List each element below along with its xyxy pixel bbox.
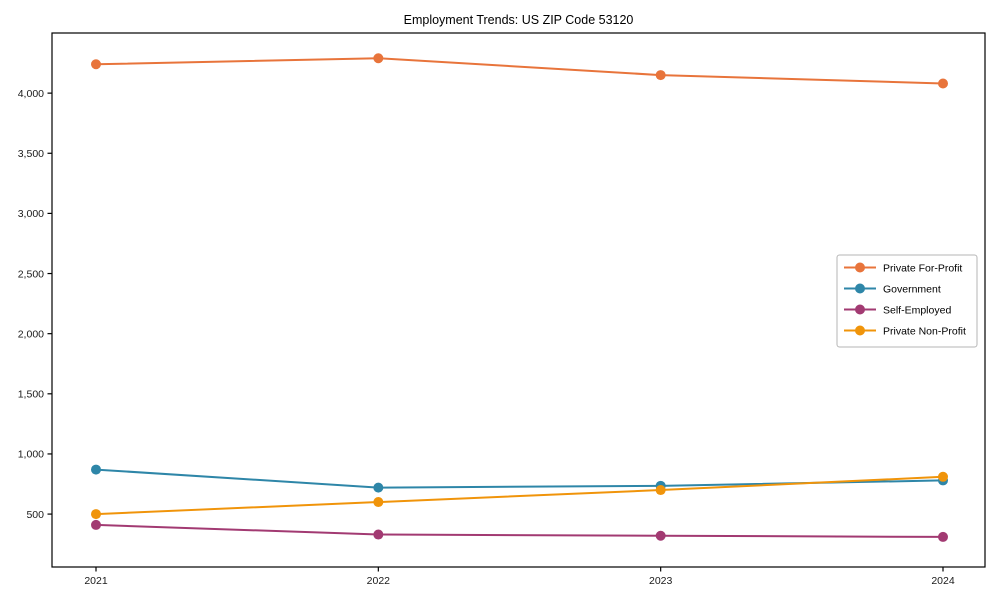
legend-marker-dot: [855, 304, 865, 315]
x-tick-label: 2021: [84, 575, 108, 587]
legend-label: Private Non-Profit: [883, 325, 966, 337]
legend-label: Self-Employed: [883, 304, 951, 316]
series-line-government: [95, 468, 944, 489]
series-line-private-non-profit: [95, 475, 944, 516]
series-marker-government: [91, 464, 101, 475]
series-marker-self-employed: [938, 531, 948, 542]
legend-label: Government: [883, 283, 941, 295]
series-marker-government: [373, 482, 384, 493]
legend-label: Private For-Profit: [883, 262, 962, 274]
series-marker-self-employed: [373, 529, 384, 540]
legend-box: [836, 254, 978, 348]
legend-marker-dot: [855, 262, 865, 273]
x-tick-label: 2024: [931, 575, 955, 587]
series-marker-private-non-profit: [91, 509, 101, 520]
series-line-private-for-profit: [95, 57, 944, 85]
y-tick-label: 3,500: [18, 148, 44, 160]
y-tick-label: 4,000: [18, 88, 44, 100]
series-marker-self-employed: [655, 530, 666, 541]
series-marker-private-for-profit: [373, 53, 384, 64]
series-marker-private-non-profit: [655, 485, 666, 496]
series-line-self-employed: [95, 523, 944, 538]
series-marker-private-non-profit: [938, 471, 948, 482]
series-marker-private-non-profit: [373, 497, 384, 508]
x-tick-label: 2023: [649, 575, 673, 587]
plot-border: [51, 32, 986, 568]
x-tick-label: 2022: [367, 575, 391, 587]
y-tick-label: 500: [26, 509, 44, 521]
series-marker-private-for-profit: [91, 59, 101, 70]
series-marker-private-for-profit: [655, 70, 666, 81]
chart-title: Employment Trends: US ZIP Code 53120: [403, 13, 634, 27]
y-tick-label: 2,000: [18, 328, 44, 340]
legend-marker-dot: [855, 325, 865, 336]
series-marker-self-employed: [91, 519, 101, 530]
y-tick-label: 3,000: [18, 208, 44, 220]
legend-marker-dot: [855, 283, 865, 294]
y-tick-label: 1,000: [18, 449, 44, 461]
series-marker-private-for-profit: [938, 78, 948, 89]
y-tick-label: 1,500: [18, 389, 44, 401]
y-tick-label: 2,500: [18, 268, 44, 280]
